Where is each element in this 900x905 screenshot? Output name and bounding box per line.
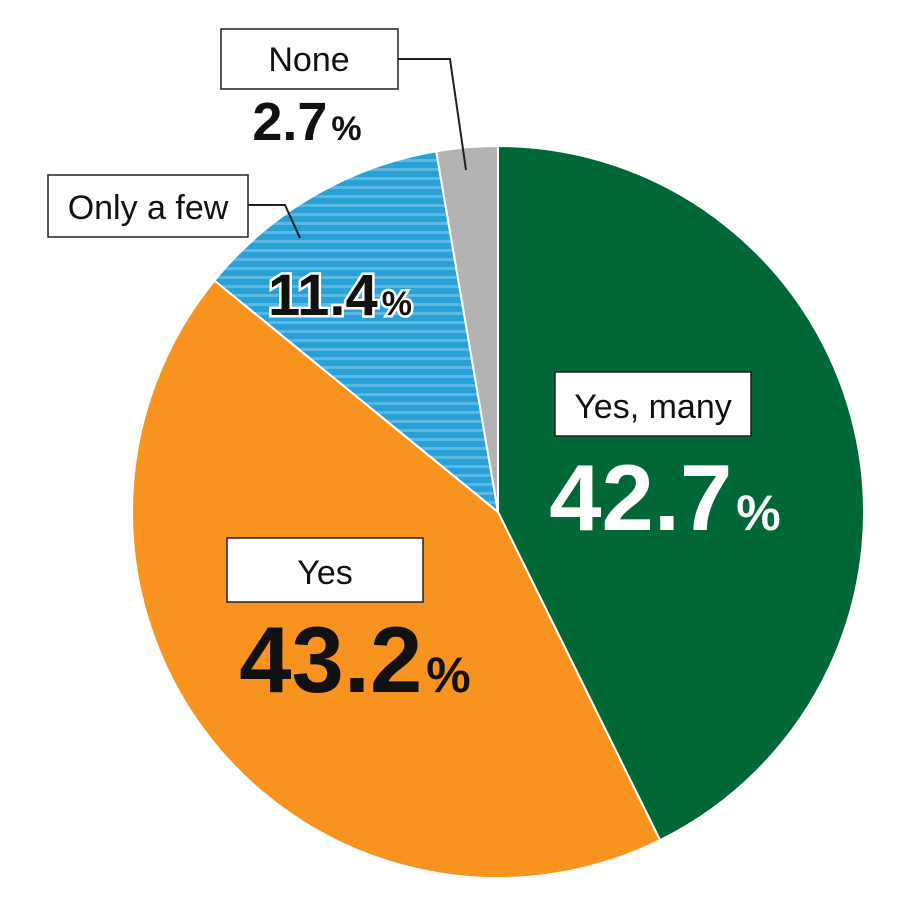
slice-value-only-a-few: 11.4%: [268, 263, 412, 328]
leader-line-only-a-few: [248, 204, 301, 239]
label-box-yes: [226, 537, 424, 603]
slice-value-number-only-a-few: 11.4: [268, 263, 378, 328]
pie-slice-0: [497, 144, 865, 842]
slice-value-number-yes-many: 42.7: [549, 445, 732, 550]
slice-value-yes-many: 42.7%: [549, 445, 780, 550]
label-box-yes-many: [554, 371, 752, 437]
slice-value-unit-only-a-few: %: [382, 285, 412, 323]
slice-value-none: 2.7%: [252, 92, 361, 152]
slice-label-yes: Yes: [297, 554, 352, 592]
leader-line-none: [398, 58, 467, 171]
slice-value-unit-yes-many: %: [736, 485, 780, 541]
slice-label-only-a-few: Only a few: [68, 189, 229, 227]
slice-value-yes: 43.2%: [239, 607, 470, 712]
slice-label-none: None: [268, 41, 349, 79]
label-box-only-a-few: [47, 174, 249, 238]
slice-label-yes-many: Yes, many: [574, 388, 732, 426]
slice-value-unit-none: %: [331, 110, 361, 148]
pie-slice-3: [435, 144, 499, 513]
slice-value-number-yes: 43.2: [239, 607, 422, 712]
slice-value-number-none: 2.7: [252, 92, 327, 152]
slice-value-unit-yes: %: [426, 647, 470, 703]
pie-slice-2: [213, 150, 500, 515]
label-box-none: [220, 28, 399, 90]
